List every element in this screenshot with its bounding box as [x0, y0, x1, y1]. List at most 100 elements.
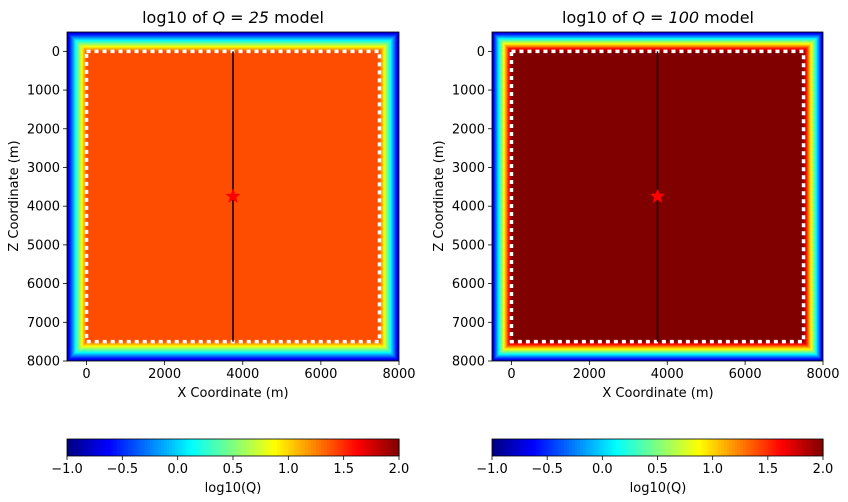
- colorbar-segment: [72, 439, 76, 456]
- colorbar-segment: [241, 439, 245, 456]
- colorbar-segment: [784, 439, 788, 456]
- colorbar-segment: [213, 439, 217, 456]
- colorbar-segment: [621, 439, 625, 456]
- colorbar-segment: [122, 439, 126, 456]
- plot-frame: [491, 31, 824, 362]
- panel-q100: log10 of Q = 100 model 0 2000 4000 6000 8000…: [432, 8, 840, 496]
- colorbar-segment: [654, 439, 659, 456]
- colorbar-segment: [773, 439, 777, 456]
- colorbar-segment: [787, 439, 791, 456]
- colorbar-segment: [133, 439, 137, 456]
- source-star: [649, 188, 666, 203]
- colorbar-segment: [208, 439, 212, 456]
- y-tick-label: 7000: [452, 316, 485, 331]
- x-tick-label: 4000: [226, 367, 259, 382]
- colorbar-segment: [183, 439, 187, 456]
- colorbar-tick-label: 1.0: [278, 462, 299, 477]
- colorbar-segment: [277, 439, 281, 456]
- colorbar-segment: [280, 439, 284, 456]
- colorbar-segment: [651, 439, 656, 456]
- colorbar-segment: [814, 439, 819, 456]
- colorbar-segment: [596, 439, 601, 456]
- colorbar-segment: [357, 439, 361, 456]
- heatmap-area: 0 2000 4000 6000 8000 0 1000 2000 3000 4000 5000 60…: [452, 31, 840, 382]
- colorbar-segment: [765, 439, 769, 456]
- colorbar-segment: [396, 439, 400, 456]
- y-tick-label: 2000: [452, 122, 485, 137]
- colorbar-segment: [660, 439, 664, 456]
- colorbar-segment: [282, 439, 287, 456]
- colorbar-segment: [591, 439, 595, 456]
- colorbar-segment: [511, 439, 515, 456]
- heatmap-area: 0 2000 4000 6000 8000 0 1000 2000 3000 4000 5000 60…: [27, 31, 416, 382]
- colorbar-segment: [75, 439, 79, 456]
- colorbar-segment: [682, 439, 686, 456]
- colorbar-segment: [172, 439, 176, 456]
- colorbar-segment: [770, 439, 774, 456]
- colorbar-segment: [105, 439, 110, 456]
- colorbar-segment: [789, 439, 794, 456]
- plot-frame: [66, 31, 400, 362]
- x-tick-label: 6000: [304, 367, 337, 382]
- colorbar-segment: [726, 439, 730, 456]
- x-axis-label: X Coordinate (m): [177, 386, 288, 401]
- colorbar-tick-label: 0.0: [592, 462, 613, 477]
- colorbar-segment: [371, 439, 375, 456]
- colorbar-segment: [627, 439, 631, 456]
- colorbar-segment: [803, 439, 808, 456]
- colorbar-segment: [127, 439, 132, 456]
- colorbar-segment: [800, 439, 805, 456]
- y-tick-label: 6000: [27, 277, 60, 292]
- colorbar-segment: [363, 439, 367, 456]
- y-tick-label: 2000: [27, 122, 60, 137]
- colorbar-segment: [503, 439, 507, 456]
- colorbar-segment: [563, 439, 568, 456]
- colorbar-segment: [260, 439, 265, 456]
- colorbar-tick-label: −0.5: [107, 462, 139, 477]
- colorbar-segment: [266, 439, 270, 456]
- colorbar-segment: [216, 439, 220, 456]
- colorbar-segment: [762, 439, 766, 456]
- y-tick-label: 4000: [27, 200, 60, 215]
- colorbar-segment: [685, 439, 689, 456]
- colorbar-segment: [161, 439, 165, 456]
- colorbar-segment: [618, 439, 623, 456]
- colorbar-segment: [177, 439, 182, 456]
- colorbar-segment: [566, 439, 570, 456]
- colorbar-segment: [649, 439, 653, 456]
- colorbar-segment: [268, 439, 273, 456]
- x-tick-label: 4000: [651, 367, 684, 382]
- colorbar-segment: [197, 439, 201, 456]
- panel-q25: log10 of Q = 25 model 0 2000 4000 6000 80000…: [7, 8, 416, 496]
- colorbar-segment: [94, 439, 99, 456]
- colorbar-segment: [152, 439, 157, 456]
- x-tick-label: 2000: [573, 367, 606, 382]
- colorbar-segment: [393, 439, 397, 456]
- y-tick-label: 3000: [27, 161, 60, 176]
- colorbar-segment: [629, 439, 634, 456]
- colorbar-segment: [230, 439, 234, 456]
- colorbar-segment: [185, 439, 190, 456]
- colorbar-segment: [704, 439, 708, 456]
- colorbar-tick-label: −1.0: [51, 462, 83, 477]
- colorbar: −1.0 −0.5 0.0 0.5 1.0 1.5 2.0: [51, 438, 409, 477]
- colorbar-segment: [89, 439, 93, 456]
- colorbar-segment: [80, 439, 85, 456]
- colorbar-segment: [296, 439, 300, 456]
- colorbar-segment: [519, 439, 523, 456]
- colorbar-segment: [720, 439, 725, 456]
- colorbar-segment: [751, 439, 755, 456]
- colorbar-segment: [271, 439, 276, 456]
- colorbar-segment: [748, 439, 752, 456]
- colorbar-segment: [188, 439, 193, 456]
- colorbar-segment: [806, 439, 810, 456]
- x-tick-label: 2000: [148, 367, 181, 382]
- colorbar-segment: [640, 439, 645, 456]
- colorbar-segment: [514, 439, 518, 456]
- colorbar-segment: [318, 439, 323, 456]
- colorbar-segment: [638, 439, 642, 456]
- colorbar-segment: [169, 439, 173, 456]
- source-star: [225, 188, 241, 203]
- colorbar-segment: [291, 439, 295, 456]
- colorbar-segment: [492, 439, 496, 456]
